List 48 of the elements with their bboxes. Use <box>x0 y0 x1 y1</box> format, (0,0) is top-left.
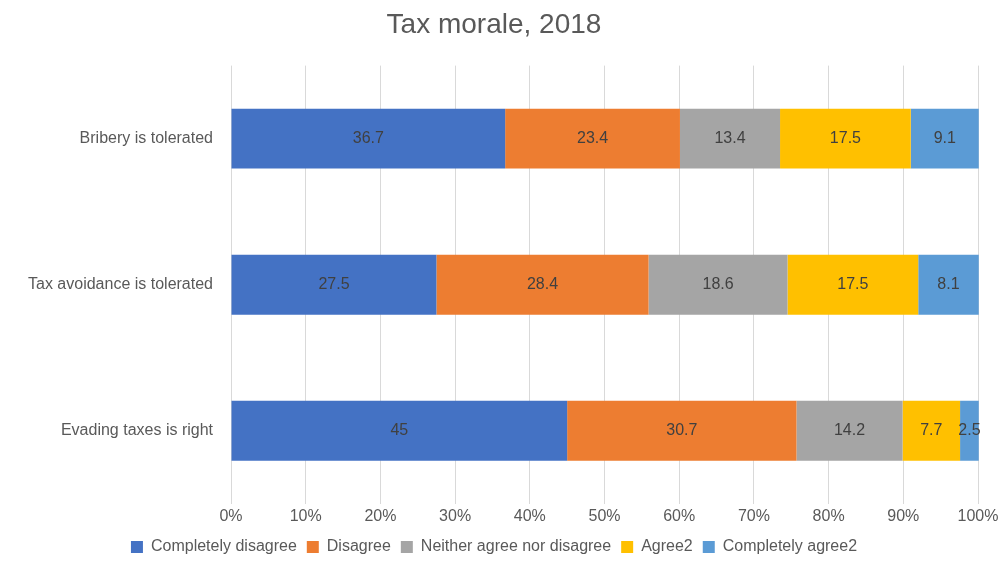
bar <box>910 108 979 169</box>
legend-label: Disagree <box>326 537 391 555</box>
bar <box>231 108 506 169</box>
x-tick-label: 70% <box>737 506 770 524</box>
bar <box>780 108 911 169</box>
x-tick-label: 30% <box>439 506 472 524</box>
x-tick-label: 90% <box>887 506 920 524</box>
data-label: 36.7 <box>352 129 384 147</box>
data-label: 23.4 <box>576 129 609 147</box>
data-label: 30.7 <box>666 421 698 439</box>
y-tick-label: Bribery is tolerated <box>79 129 213 147</box>
x-tick-label: 60% <box>663 506 696 524</box>
legend-label: Completely agree2 <box>722 537 858 555</box>
x-tick-label: 50% <box>588 506 621 524</box>
bar <box>567 400 797 461</box>
bar <box>902 400 961 461</box>
data-label: 45 <box>390 421 409 439</box>
data-label: 17.5 <box>837 275 869 293</box>
data-label: 8.1 <box>937 275 960 293</box>
data-label: 27.5 <box>318 275 350 293</box>
legend-label: Agree2 <box>641 537 693 555</box>
data-label: 28.4 <box>526 275 559 293</box>
bar <box>231 254 437 315</box>
bar <box>231 400 568 461</box>
bar <box>679 108 781 169</box>
bar <box>505 108 680 169</box>
legend-label: Completely disagree <box>150 537 297 555</box>
x-tick-label: 10% <box>289 506 322 524</box>
bar <box>787 254 919 315</box>
legend-label: Neither agree nor disagree <box>420 537 612 555</box>
data-label: 18.6 <box>702 275 734 293</box>
x-tick-label: 100% <box>957 506 999 524</box>
x-tick-label: 0% <box>219 506 243 524</box>
y-tick-label: Evading taxes is right <box>60 421 214 439</box>
bar <box>436 254 649 315</box>
bar <box>918 254 979 315</box>
y-tick-label: Tax avoidance is tolerated <box>28 275 213 293</box>
data-label: 14.2 <box>833 421 866 439</box>
data-label: 13.4 <box>714 129 746 147</box>
data-label: 7.7 <box>920 421 943 439</box>
data-label: 17.5 <box>829 129 862 147</box>
chart-title: Tax morale, 2018 <box>386 7 602 39</box>
x-tick-label: 20% <box>364 506 397 524</box>
x-tick-label: 40% <box>513 506 546 524</box>
bar <box>796 400 903 461</box>
data-label: 9.1 <box>933 129 956 147</box>
x-tick-label: 80% <box>812 506 845 524</box>
bar <box>648 254 788 315</box>
